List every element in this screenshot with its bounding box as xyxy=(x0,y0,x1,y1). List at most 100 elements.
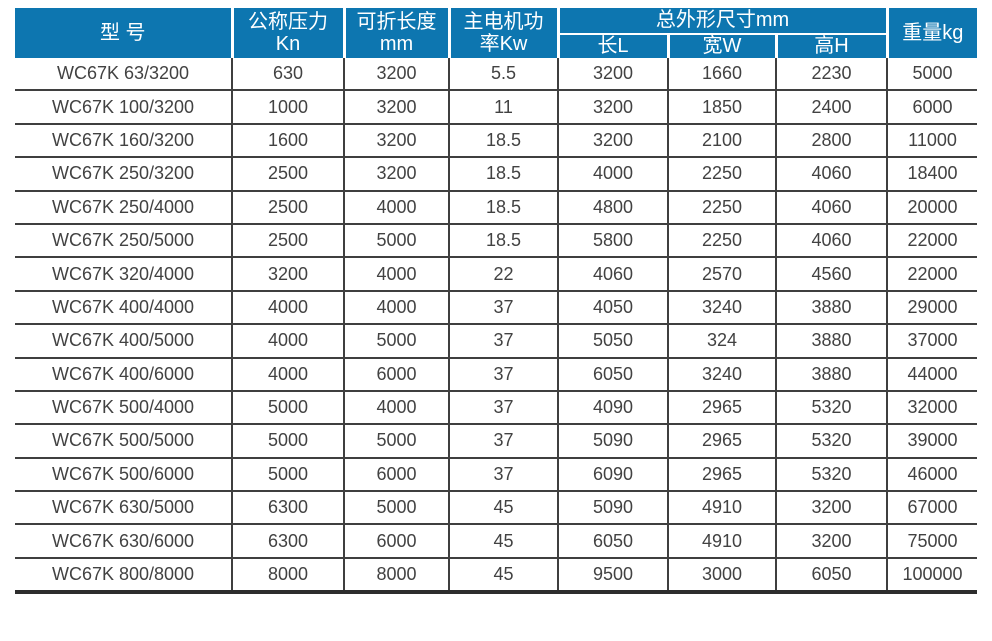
dim-width-cell: 3240 xyxy=(667,289,777,326)
header-weight: 重量kg xyxy=(885,8,978,58)
dim-height-cell: 2230 xyxy=(774,58,889,92)
weight-cell: 44000 xyxy=(886,356,978,392)
model-cell: WC67K 500/4000 xyxy=(15,389,233,426)
dim-length-cell: 9500 xyxy=(557,556,669,595)
motor-power-cell: 45 xyxy=(448,523,559,559)
model-cell: WC67K 250/5000 xyxy=(15,222,233,259)
header-dim-height: 高H xyxy=(774,34,888,58)
motor-power-cell: 37 xyxy=(448,389,559,426)
dim-width-cell: 2250 xyxy=(667,156,777,192)
dim-width-cell: 3240 xyxy=(667,356,777,392)
weight-cell: 20000 xyxy=(886,189,978,225)
model-cell: WC67K 160/3200 xyxy=(15,122,233,159)
dim-length-cell: 5050 xyxy=(557,323,669,359)
weight-cell: 29000 xyxy=(886,289,978,326)
dim-height-cell: 6050 xyxy=(774,556,889,595)
table-row: WC67K 500/6000 5000 6000 37 6090 2965 5320 4600… xyxy=(15,456,978,493)
header-nominal-pressure-line1: 公称压力 xyxy=(248,10,328,33)
motor-power-cell: 37 xyxy=(448,289,559,326)
dim-width-cell: 4910 xyxy=(667,523,777,559)
dim-width-cell: 2250 xyxy=(667,189,777,225)
motor-power-cell: 11 xyxy=(448,89,559,125)
dim-height-cell: 4060 xyxy=(774,189,889,225)
motor-power-cell: 5.5 xyxy=(448,58,559,92)
dim-height-cell: 4560 xyxy=(774,256,889,292)
weight-cell: 22000 xyxy=(886,222,978,259)
fold-length-cell: 5000 xyxy=(343,222,450,259)
pressure-cell: 3200 xyxy=(231,256,345,292)
pressure-cell: 6300 xyxy=(231,490,345,526)
dim-length-cell: 5800 xyxy=(557,222,669,259)
weight-cell: 39000 xyxy=(886,423,978,459)
weight-cell: 5000 xyxy=(886,58,978,92)
weight-cell: 67000 xyxy=(886,490,978,526)
pressure-cell: 5000 xyxy=(231,389,345,426)
weight-cell: 46000 xyxy=(886,456,978,493)
dim-width-cell: 324 xyxy=(667,323,777,359)
fold-length-cell: 5000 xyxy=(343,423,450,459)
weight-cell: 100000 xyxy=(886,556,978,595)
pressure-cell: 1600 xyxy=(231,122,345,159)
pressure-cell: 2500 xyxy=(231,156,345,192)
model-cell: WC67K 500/5000 xyxy=(15,423,233,459)
dim-length-cell: 5090 xyxy=(557,490,669,526)
motor-power-cell: 18.5 xyxy=(448,122,559,159)
header-fold-length: 可折长度 mm xyxy=(342,8,449,58)
dim-height-cell: 3880 xyxy=(774,356,889,392)
weight-cell: 75000 xyxy=(886,523,978,559)
model-cell: WC67K 400/6000 xyxy=(15,356,233,392)
fold-length-cell: 3200 xyxy=(343,89,450,125)
fold-length-cell: 3200 xyxy=(343,58,450,92)
dim-height-cell: 2800 xyxy=(774,122,889,159)
dim-width-cell: 2570 xyxy=(667,256,777,292)
model-cell: WC67K 630/5000 xyxy=(15,490,233,526)
pressure-cell: 5000 xyxy=(231,456,345,493)
header-row-top: 型 号 公称压力 Kn 可折长度 mm 主电机功 率Kw 总外形尺寸mm 重量k… xyxy=(15,8,978,58)
motor-power-cell: 22 xyxy=(448,256,559,292)
header-dim-width: 宽W xyxy=(666,34,776,58)
dim-width-cell: 1850 xyxy=(667,89,777,125)
header-motor-power: 主电机功 率Kw xyxy=(447,8,558,58)
table-row: WC67K 500/5000 5000 5000 37 5090 2965 5320 3900… xyxy=(15,423,978,459)
dim-length-cell: 3200 xyxy=(557,58,669,92)
header-fold-length-line1: 可折长度 xyxy=(356,10,437,33)
dim-width-cell: 2100 xyxy=(667,122,777,159)
motor-power-cell: 18.5 xyxy=(448,222,559,259)
model-cell: WC67K 100/3200 xyxy=(15,89,233,125)
dim-height-cell: 5320 xyxy=(774,389,889,426)
table-row: WC67K 630/5000 6300 5000 45 5090 4910 3200 6700… xyxy=(15,490,978,526)
header-nominal-pressure-line2: Kn xyxy=(275,33,301,55)
fold-length-cell: 8000 xyxy=(343,556,450,595)
table-header: 型 号 公称压力 Kn 可折长度 mm 主电机功 率Kw 总外形尺寸mm 重量k… xyxy=(15,8,978,58)
table-row: WC67K 250/3200 2500 3200 18.5 4000 2250 4060 18… xyxy=(15,156,978,192)
table-row: WC67K 400/6000 4000 6000 37 6050 3240 3880 4400… xyxy=(15,356,978,392)
fold-length-cell: 4000 xyxy=(343,289,450,326)
dim-length-cell: 4000 xyxy=(557,156,669,192)
motor-power-cell: 37 xyxy=(448,456,559,493)
model-cell: WC67K 500/6000 xyxy=(15,456,233,493)
dim-length-cell: 6050 xyxy=(557,356,669,392)
pressure-cell: 8000 xyxy=(231,556,345,595)
pressure-cell: 4000 xyxy=(231,356,345,392)
motor-power-cell: 18.5 xyxy=(448,189,559,225)
table-row: WC67K 320/4000 3200 4000 22 4060 2570 4560 2200… xyxy=(15,256,978,292)
dim-height-cell: 4060 xyxy=(774,222,889,259)
dim-height-cell: 5320 xyxy=(774,423,889,459)
spec-table: 型 号 公称压力 Kn 可折长度 mm 主电机功 率Kw 总外形尺寸mm 重量k… xyxy=(15,8,978,595)
dim-length-cell: 4050 xyxy=(557,289,669,326)
header-dim-length: 长L xyxy=(556,34,668,58)
table-row: WC67K 100/3200 1000 3200 11 3200 1850 2400 6000 xyxy=(15,89,978,125)
dim-length-cell: 5090 xyxy=(557,423,669,459)
table-row: WC67K 400/4000 4000 4000 37 4050 3240 3880 2900… xyxy=(15,289,978,326)
header-motor-power-line1: 主电机功 xyxy=(463,10,544,33)
table-row: WC67K 630/6000 6300 6000 45 6050 4910 3200 7500… xyxy=(15,523,978,559)
fold-length-cell: 6000 xyxy=(343,456,450,493)
motor-power-cell: 37 xyxy=(448,323,559,359)
dim-length-cell: 3200 xyxy=(557,122,669,159)
model-cell: WC67K 320/4000 xyxy=(15,256,233,292)
dim-length-cell: 6090 xyxy=(557,456,669,493)
model-cell: WC67K 63/3200 xyxy=(15,58,233,92)
motor-power-cell: 18.5 xyxy=(448,156,559,192)
weight-cell: 18400 xyxy=(886,156,978,192)
